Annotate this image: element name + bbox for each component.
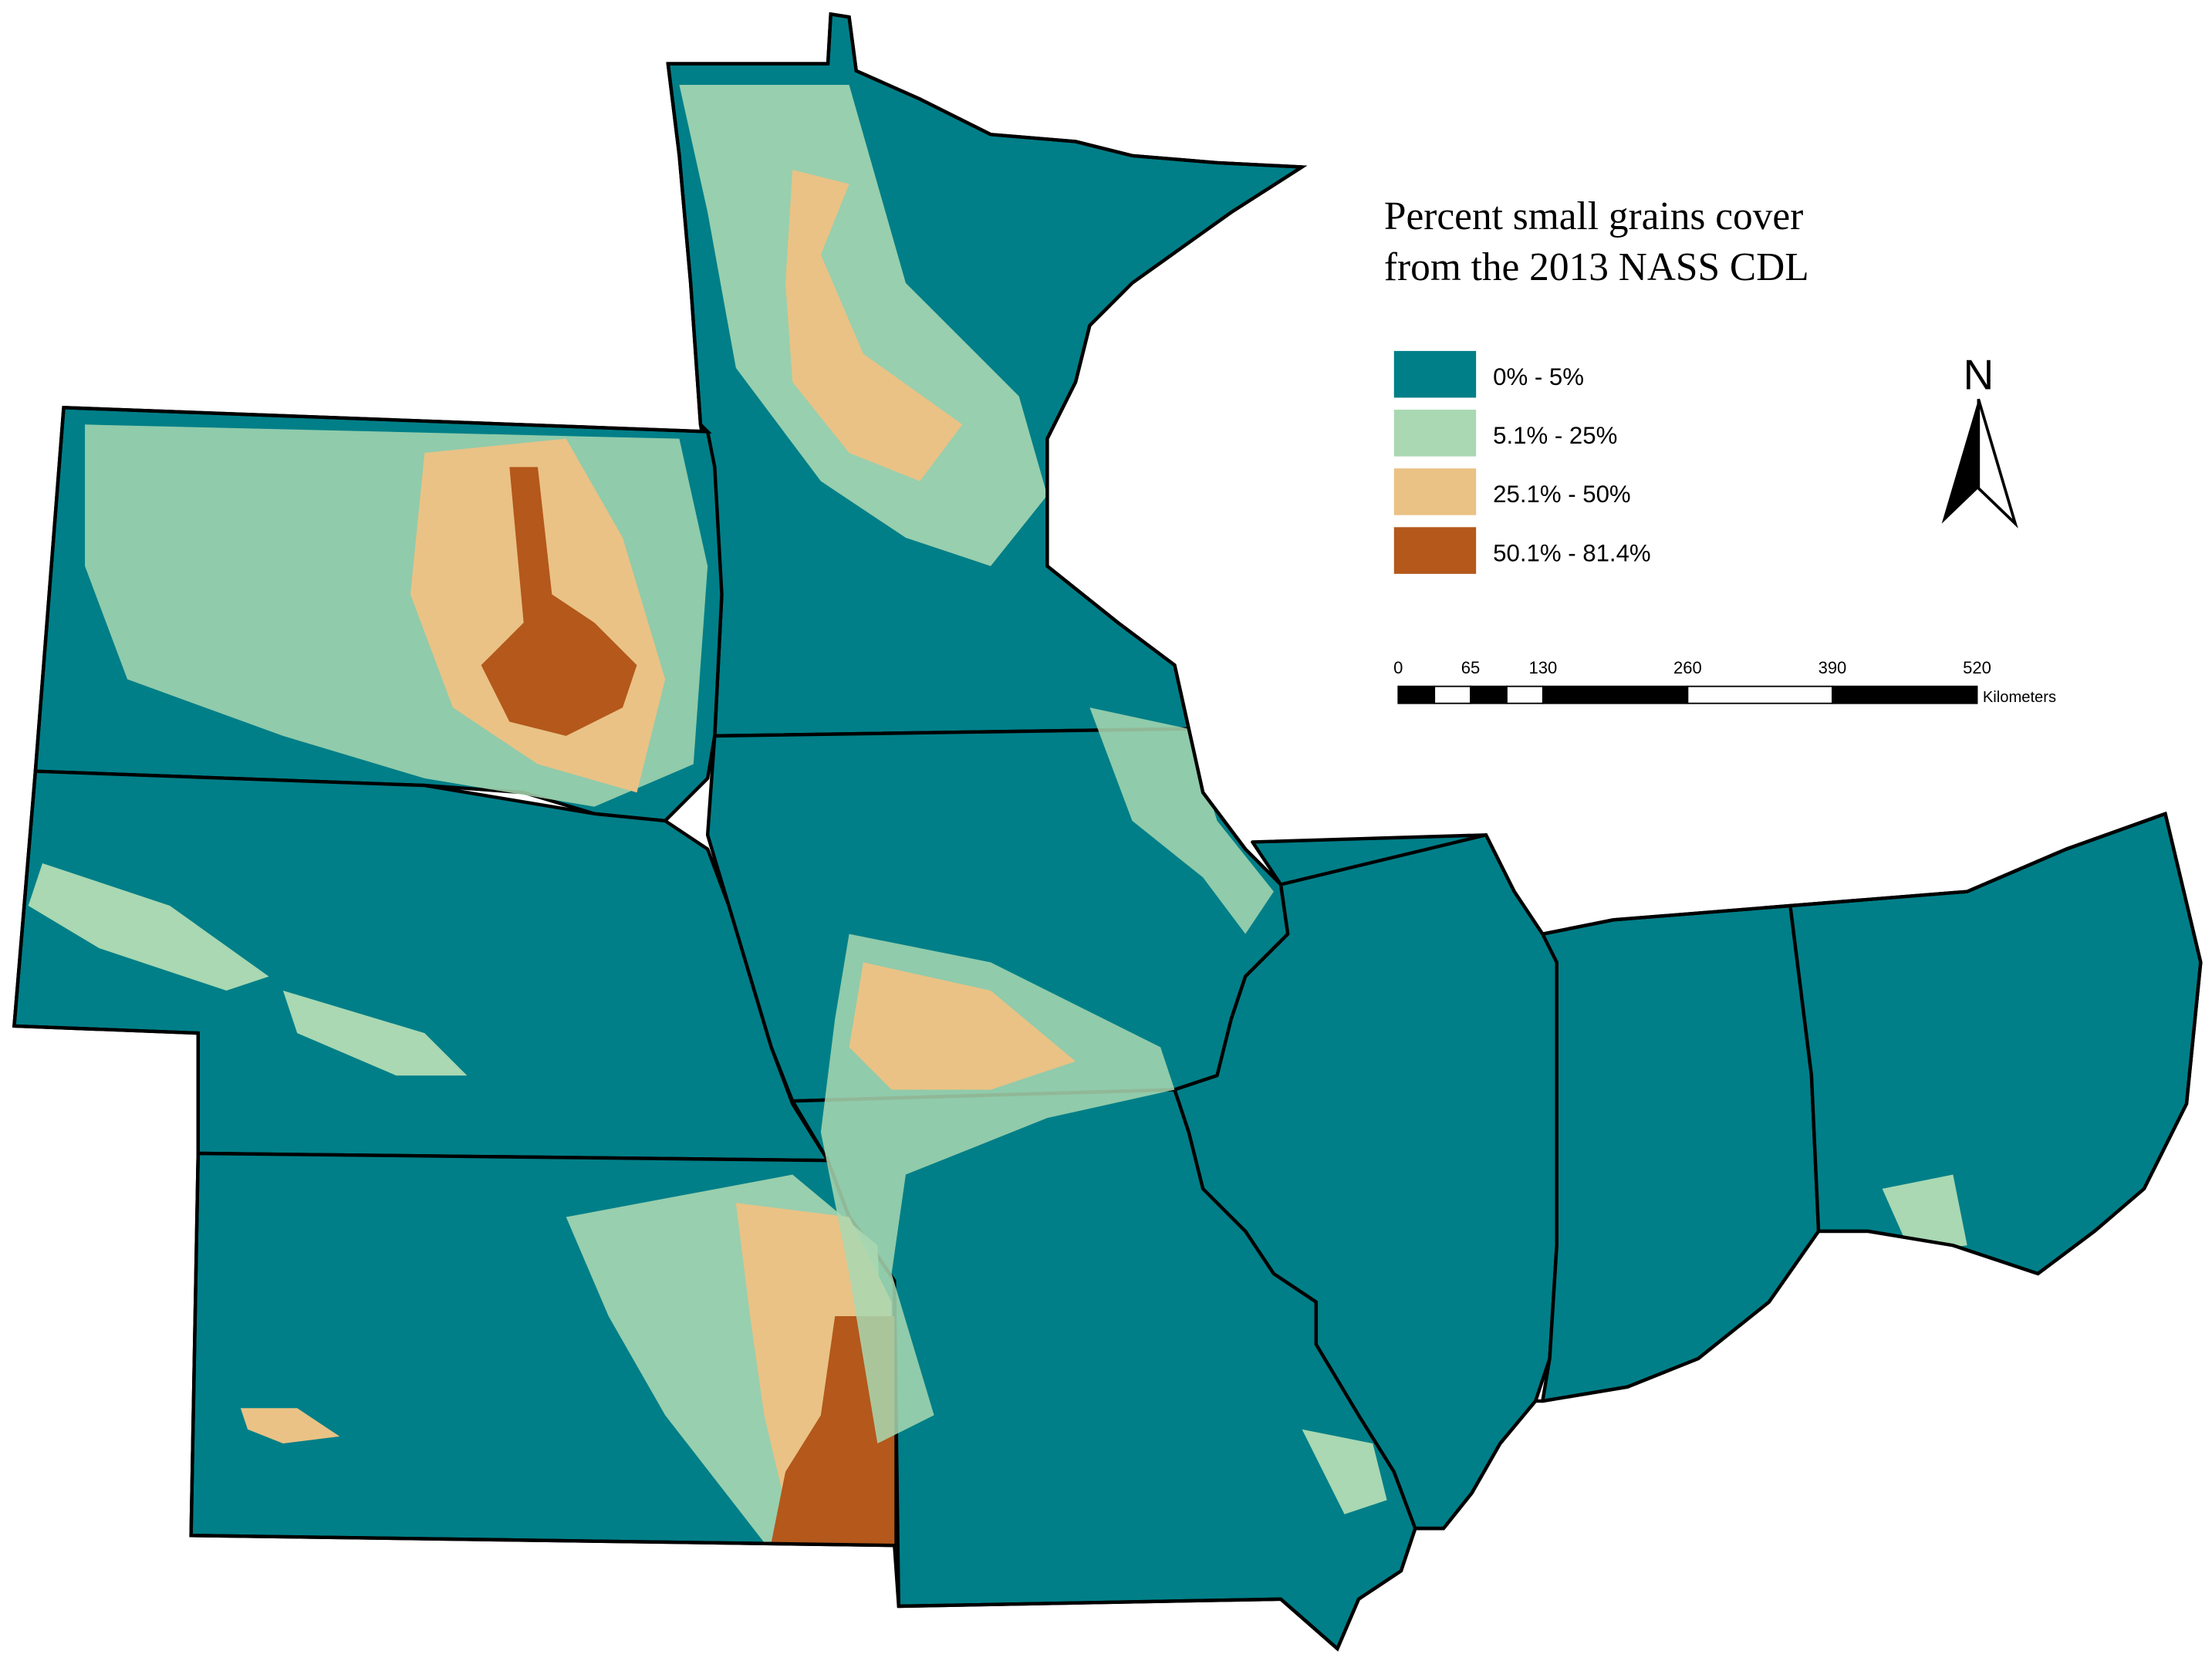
legend-swatch <box>1393 468 1477 515</box>
legend-swatch <box>1393 350 1477 398</box>
cover-patch <box>282 991 468 1076</box>
cover-patch <box>1302 1429 1387 1514</box>
scale-tick-label: 390 <box>1819 658 1847 677</box>
cover-patch <box>785 170 963 481</box>
north-label: N <box>1963 350 1994 398</box>
legend-label: 25.1% - 50% <box>1493 481 1630 508</box>
legend-swatch <box>1393 527 1477 574</box>
scale-segment <box>1542 685 1689 704</box>
scale-segment <box>1506 685 1544 704</box>
arrow-left <box>1941 399 1979 524</box>
cover-patch <box>240 1408 340 1444</box>
arrow-right <box>1977 398 2018 528</box>
scale-segment <box>1397 685 1436 704</box>
states <box>12 12 2203 1651</box>
scale-segment <box>1470 685 1508 704</box>
state <box>1788 812 2203 1276</box>
scale-bar: 0 65 130 260 390 520 Kilometers <box>1393 658 2056 706</box>
scale-tick-label: 260 <box>1673 658 1702 677</box>
legend-label: 50.1% - 81.4% <box>1493 539 1650 566</box>
scale-unit: Kilometers <box>1983 689 2056 706</box>
scale-tick-label: 520 <box>1963 658 1991 677</box>
legend-title: Percent small grains cover <box>1384 194 1803 238</box>
legend-title: from the 2013 NASS CDL <box>1384 245 1809 289</box>
scale-tick-label: 65 <box>1461 658 1480 677</box>
legend: Percent small grains cover from the 2013… <box>1384 194 1809 574</box>
legend-swatch <box>1393 410 1477 457</box>
cover-patch <box>1882 1174 1967 1253</box>
legend-label: 0% - 5% <box>1493 363 1584 390</box>
scale-tick-label: 130 <box>1528 658 1557 677</box>
cover-patch <box>849 962 1076 1090</box>
scale-segment <box>1434 685 1471 704</box>
scale-segment <box>1687 685 1833 704</box>
state <box>12 769 830 1163</box>
scale-tick-label: 0 <box>1393 658 1403 677</box>
cover-patch <box>679 85 1048 566</box>
legend-label: 5.1% - 25% <box>1493 422 1617 449</box>
cover-patch <box>771 1315 895 1546</box>
cover-patch <box>28 863 269 991</box>
scale-segment <box>1832 685 1978 704</box>
cover-patches <box>28 85 1967 1546</box>
north-arrow: N <box>1941 350 2018 528</box>
cover-patch <box>481 467 637 736</box>
cover-patch <box>1089 707 1274 934</box>
state <box>1541 903 1821 1403</box>
